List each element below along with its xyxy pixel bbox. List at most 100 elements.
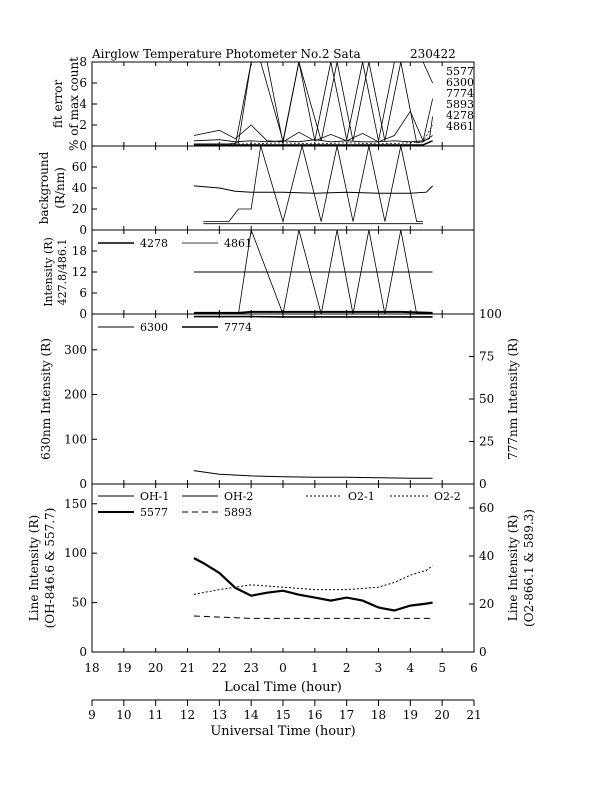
legend-label-o21: O2-1 [348,490,375,503]
legend-label-4861: 4861 [224,237,252,250]
fit_error-ytick-label: 2 [79,118,87,132]
background-ytick-label: 20 [72,202,87,216]
intensity_630-ytick-label: 200 [64,388,87,402]
intensity_short-ytick-label: 12 [72,265,87,279]
panel-fit-error-frame [91,61,475,147]
intensity_630-series-6300 [193,470,433,479]
series-layer [193,61,433,619]
legend-fit-error-5893: 5893 [446,98,474,111]
intensity_630-ytick-label: 0 [79,477,87,491]
fit_error-ytick-label: 6 [79,76,87,90]
universal-time-tick-label: 18 [371,708,386,722]
legend-label-5893: 5893 [224,506,252,519]
legend-fit-error-5577: 5577 [446,65,474,78]
local-time-tick-label: 20 [148,661,163,675]
line_intensity-ytick-right-label: 60 [479,501,494,515]
ylabel-background-unit: (R/nm) [53,167,67,209]
local-time-tick-label: 19 [116,661,131,675]
legend-label-o22: O2-2 [434,490,461,503]
intensity_630-ytick-right-label: 0 [479,477,487,491]
fit_error-series-6300 [193,98,433,143]
line_intensity-ytick-right-label: 40 [479,549,494,563]
universal-time-tick-label: 20 [435,708,450,722]
line_intensity-ytick-label: 0 [79,645,87,659]
universal-time-tick-label: 9 [88,708,96,722]
legend-fit-error-4861: 4861 [446,120,474,133]
ylabel-intensity-short-unit: 427.8/486.1 [56,239,69,306]
panel-background-frame [91,145,475,231]
legend-line-intensity: OH-1 OH-2 O2-1 O2-2 5577 5893 [98,490,461,519]
ylabel-fit-error-unit: % of max count [67,57,81,151]
intensity_630-ytick-right-label: 100 [479,307,502,321]
legend-label-7774: 7774 [224,321,252,334]
ticks-layer: 18 19 20 21 22 23 0 1 2 3 4 5 69 10 11 12 13 14 15 16 17 18 19… [64,55,502,722]
local-time-tick-label: 6 [470,661,478,675]
universal-time-tick-label: 14 [244,708,260,722]
intensity_630-ytick-label: 100 [64,432,87,446]
ylabel-fit-error: fit error [51,80,65,128]
fit_error-series-5577 [193,110,433,143]
line_intensity-ytick-right-label: 20 [479,597,494,611]
intensity_short-ytick-label: 6 [79,286,87,300]
intensity_630-ytick-right-label: 50 [479,392,494,406]
fit_error-ytick-label: 0 [79,139,87,153]
line_intensity-series-5577 [193,557,433,612]
panel-intensity-630-frame [91,313,475,485]
local-time-tick-label: 2 [343,661,351,675]
line_intensity-ytick-right-label: 0 [479,645,487,659]
legend-label-4278: 4278 [140,237,168,250]
universal-time-tick-label: 19 [403,708,418,722]
background-series-upper [193,185,433,194]
background-ytick-label: 0 [79,223,87,237]
line_intensity-ytick-label: 150 [64,497,87,511]
legend-label-5577: 5577 [140,506,168,519]
local-time-tick-label: 23 [244,661,259,675]
ylabel-line-intensity-left-unit: (OH-846.6 & 557.7) [43,508,57,629]
fit_error-ytick-label: 8 [79,55,87,69]
legend-intensity-630: 6300 7774 [98,321,252,334]
ylabel-line-intensity-right: Line Intensity (R) [506,515,520,621]
ylabel-630nm: 630nm Intensity (R) [39,338,53,460]
legend-label-oh1: OH-1 [140,490,169,503]
legend-fit-error-7774: 7774 [446,87,474,100]
local-time-tick-label: 0 [279,661,287,675]
ylabel-line-intensity-right-unit: (O2-866.1 & 589.3) [522,509,536,627]
local-time-tick-label: 3 [375,661,383,675]
legend-label-6300: 6300 [140,321,168,334]
figure-date-code: 230422 [410,47,456,61]
intensity_630-ytick-right-label: 25 [479,435,494,449]
universal-time-tick-label: 17 [339,708,354,722]
legend-fit-error-4278: 4278 [446,109,474,122]
universal-time-tick-label: 13 [212,708,227,722]
intensity_short-ytick-label: 18 [72,244,87,258]
universal-time-tick-label: 12 [180,708,195,722]
local-time-tick-label: 5 [438,661,446,675]
background-ytick-label: 40 [72,181,87,195]
local-time-tick-label: 22 [212,661,227,675]
universal-time-tick-label: 10 [116,708,131,722]
line_intensity-series-O2-2 [193,565,433,595]
intensity_630-ytick-right-label: 75 [479,350,494,364]
xlabel-local-time: Local Time (hour) [224,680,342,695]
legend-fit-error-6300: 6300 [446,76,474,89]
ylabel-line-intensity-left: Line Intensity (R) [27,515,41,621]
universal-time-tick-label: 11 [148,708,163,722]
universal-time-tick-label: 15 [275,708,290,722]
intensity_short-series-4278 [193,228,433,316]
xlabel-universal-time: Universal Time (hour) [210,724,355,739]
local-time-tick-label: 1 [311,661,319,675]
local-time-tick-label: 4 [407,661,415,675]
figure-title: Airglow Temperature Photometer No.2 Sata [91,47,361,61]
background-ytick-label: 60 [72,160,87,174]
ylabel-intensity-short: Intensity (R) [42,237,55,307]
fit_error-series-4278 [193,61,433,145]
line_intensity-ytick-label: 50 [72,596,87,610]
ylabel-777nm: 777nm Intensity (R) [506,338,520,460]
universal-time-tick-label: 21 [466,708,481,722]
ylabel-background: background [37,151,51,224]
fit_error-ytick-label: 4 [79,97,87,111]
intensity_short-series-4278-thick [193,310,433,314]
local-time-tick-label: 18 [84,661,99,675]
local-time-tick-label: 21 [180,661,195,675]
